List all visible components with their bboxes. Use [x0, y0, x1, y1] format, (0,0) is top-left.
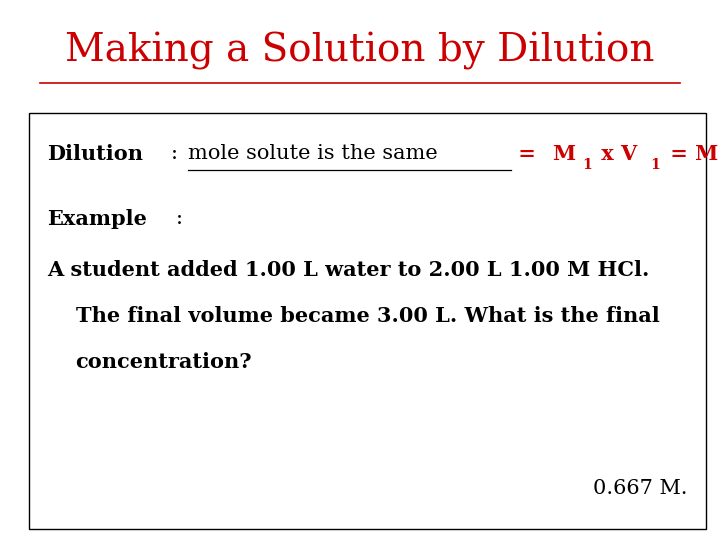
Text: Making a Solution by Dilution: Making a Solution by Dilution — [66, 32, 654, 70]
Text: 1: 1 — [582, 158, 592, 172]
Text: mole solute is the same: mole solute is the same — [188, 144, 438, 164]
Text: 0.667 M.: 0.667 M. — [593, 479, 688, 498]
Text: x V: x V — [595, 144, 638, 164]
Text: Dilution: Dilution — [47, 144, 143, 164]
Text: M: M — [552, 144, 575, 164]
Text: = M: = M — [663, 144, 718, 164]
Text: :: : — [176, 209, 183, 228]
Text: =: = — [510, 144, 543, 164]
Text: :: : — [171, 144, 184, 164]
Text: The final volume became 3.00 L. What is the final: The final volume became 3.00 L. What is … — [76, 306, 660, 326]
Text: concentration?: concentration? — [76, 352, 252, 372]
Text: 1: 1 — [650, 158, 660, 172]
Text: Example: Example — [47, 208, 147, 229]
Text: A student added 1.00 L water to 2.00 L 1.00 M HCl.: A student added 1.00 L water to 2.00 L 1… — [47, 260, 649, 280]
FancyBboxPatch shape — [29, 113, 706, 529]
